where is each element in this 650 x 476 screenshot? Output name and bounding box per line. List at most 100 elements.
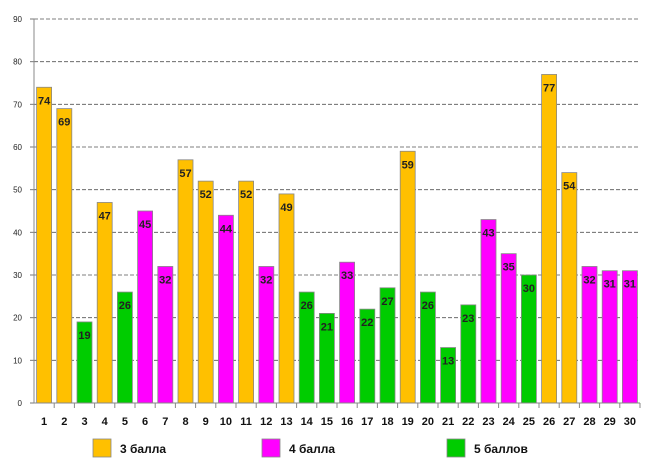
bar-19	[399, 150, 416, 404]
x-tick-label: 26	[543, 416, 555, 428]
bar-6	[137, 210, 154, 404]
x-tick-label: 4	[102, 416, 109, 428]
x-tick-label: 24	[503, 416, 516, 428]
x-tick-label: 22	[462, 416, 474, 428]
bar-26	[541, 74, 557, 404]
bar-value-label: 74	[38, 95, 51, 107]
bar-4	[96, 202, 113, 404]
x-tick-label: 27	[563, 416, 575, 428]
y-tick-label: 10	[13, 356, 22, 365]
x-tick-label: 3	[81, 416, 87, 428]
y-tick-label: 70	[13, 100, 22, 109]
bar-value-label: 54	[563, 181, 576, 193]
y-tick-label: 40	[13, 228, 22, 237]
bar-value-label: 59	[402, 159, 414, 171]
legend-label: 4 балла	[289, 442, 335, 456]
bar-value-label: 35	[503, 262, 515, 274]
bar-value-label: 33	[341, 270, 353, 282]
bar-value-label: 22	[361, 317, 373, 329]
bar-value-label: 19	[78, 330, 90, 342]
bar-1	[36, 86, 52, 404]
bar-12	[258, 266, 275, 404]
grid-lines	[34, 18, 640, 361]
x-tick-label: 11	[240, 416, 252, 428]
bar-value-label: 49	[280, 202, 292, 214]
x-tick-label: 18	[381, 416, 393, 428]
x-tick-label: 15	[321, 416, 333, 428]
bar-value-label: 26	[119, 300, 131, 312]
bar-value-label: 45	[139, 219, 151, 231]
bar-27	[561, 172, 578, 404]
x-tick-label: 23	[482, 416, 494, 428]
bars	[36, 74, 638, 404]
y-tick-label: 90	[13, 15, 22, 24]
bar-value-label: 32	[260, 274, 272, 286]
bar-13	[278, 193, 295, 404]
y-tick-label: 50	[13, 186, 22, 195]
legend-swatch	[261, 438, 281, 458]
bar-23	[480, 219, 497, 404]
bar-value-label: 44	[220, 223, 233, 235]
x-tick-label: 2	[61, 416, 67, 428]
bar-value-label: 30	[523, 283, 535, 295]
bar-2	[56, 108, 73, 404]
x-tick-label: 7	[162, 416, 168, 428]
bar-value-label: 26	[422, 300, 434, 312]
legend-item: 4 балла	[261, 438, 335, 458]
x-tick-label: 8	[182, 416, 188, 428]
x-tick-label: 6	[142, 416, 148, 428]
legend: 3 балла 4 балла 5 баллов	[92, 438, 528, 458]
bar-28	[581, 266, 598, 404]
bar-value-label: 69	[58, 117, 70, 129]
x-tick-label: 25	[523, 416, 535, 428]
legend-swatch	[446, 438, 466, 458]
bar-value-label: 32	[159, 274, 171, 286]
bar-value-label: 31	[624, 279, 636, 291]
bar-value-label: 47	[99, 210, 111, 222]
legend-item: 5 баллов	[446, 438, 528, 458]
x-axis: 1 2 3 4 5 6 7 8 9 10 11 12 13 14 15 16 17 18 19 20 21 22 23 24 2…	[34, 402, 641, 428]
bar-value-label: 23	[462, 313, 474, 325]
bar-8	[177, 159, 194, 404]
legend-label: 5 баллов	[474, 442, 528, 456]
bar-value-label: 27	[381, 296, 393, 308]
x-tick-label: 17	[361, 416, 373, 428]
bar-value-label: 43	[482, 228, 494, 240]
x-tick-label: 29	[604, 416, 616, 428]
x-tick-label: 14	[301, 416, 314, 428]
y-tick-label: 0	[18, 399, 23, 408]
bar-value-label: 52	[240, 189, 252, 201]
bar-value-label: 52	[200, 189, 212, 201]
x-tick-label: 1	[41, 416, 47, 428]
x-tick-label: 10	[220, 416, 232, 428]
bar-7	[157, 266, 174, 404]
x-tick-label: 30	[624, 416, 636, 428]
bar-11	[238, 180, 255, 404]
bar-value-label: 13	[442, 356, 454, 368]
x-tick-label: 19	[402, 416, 414, 428]
x-tick-label: 21	[442, 416, 454, 428]
bar-value-label: 26	[301, 300, 313, 312]
x-tick-label: 16	[341, 416, 353, 428]
bar-value-label: 57	[179, 168, 191, 180]
y-tick-label: 20	[13, 314, 22, 323]
bar-16	[339, 261, 356, 404]
y-tick-label: 30	[13, 271, 22, 280]
x-tick-label: 13	[280, 416, 292, 428]
y-tick-label: 60	[13, 143, 22, 152]
bar-9	[197, 180, 214, 404]
y-axis: 0 10 20 30 40 50 60 70 80 90	[13, 15, 35, 408]
bar-value-label: 21	[321, 321, 333, 333]
bar-24	[500, 253, 517, 404]
legend-swatch	[92, 438, 112, 458]
bar-labels: 74 69 19 47 26 45 32 57 52 44 52 32 49 26 21 33 22 27 59 26…	[38, 82, 636, 367]
x-tick-label: 20	[422, 416, 434, 428]
x-tick-label: 28	[583, 416, 595, 428]
x-tick-label: 5	[122, 416, 128, 428]
x-tick-label: 12	[260, 416, 272, 428]
legend-label: 3 балла	[120, 442, 166, 456]
bar-value-label: 31	[604, 279, 616, 291]
legend-item: 3 балла	[92, 438, 166, 458]
bar-value-label: 77	[543, 82, 555, 94]
